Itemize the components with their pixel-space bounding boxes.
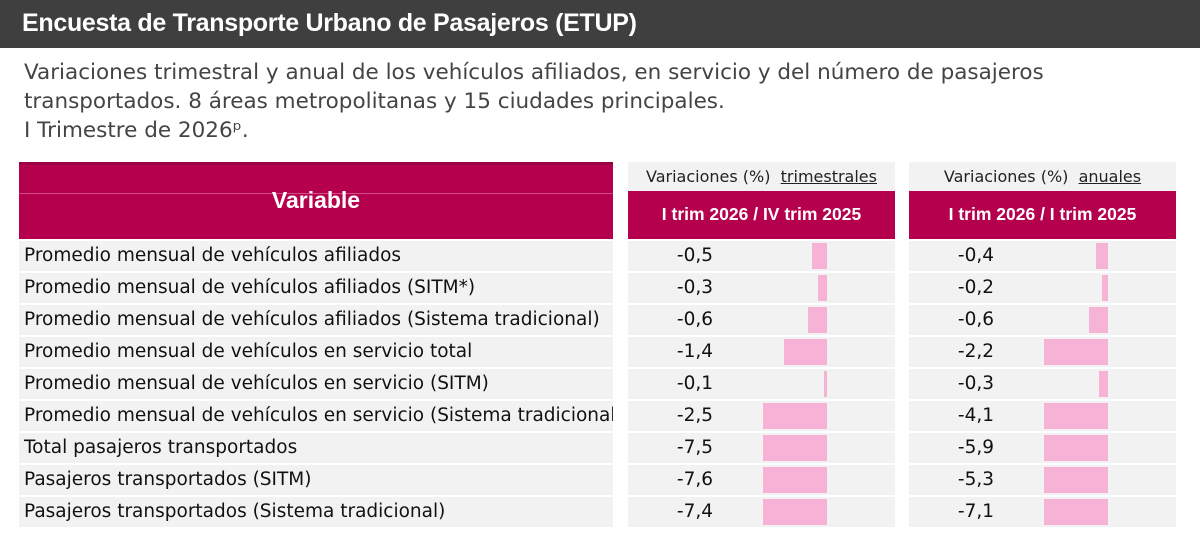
annual-bar — [1044, 467, 1108, 493]
table-row: Promedio mensual de vehículos afiliados -… — [0, 240, 1200, 272]
subtitle-line-2: transportados. 8 áreas metropolitanas y … — [24, 89, 725, 114]
quarterly-bar — [783, 339, 827, 365]
quarterly-value: -7,4 — [676, 501, 713, 522]
quarterly-bar — [811, 243, 827, 269]
col1-caption: Variaciones (%) trimestrales — [628, 162, 895, 191]
annual-bar — [1089, 307, 1108, 333]
subtitle-line-3: I Trimestre de 2026ᵖ. — [24, 118, 249, 143]
annual-cell: -2,2 — [909, 337, 1176, 367]
quarterly-bar — [817, 275, 827, 301]
quarterly-bar — [763, 467, 827, 493]
annual-cell: -7,1 — [909, 497, 1176, 527]
col1-caption-prefix: Variaciones (%) — [646, 167, 771, 186]
annual-bar — [1044, 499, 1108, 525]
col2-header: I trim 2026 / I trim 2025 — [909, 191, 1176, 239]
annual-bar — [1098, 371, 1108, 397]
quarterly-bar — [823, 371, 827, 397]
annual-cell: -0,4 — [909, 241, 1176, 271]
annual-value: -0,3 — [957, 373, 994, 394]
row-label: Promedio mensual de vehículos afiliados … — [19, 273, 613, 303]
row-label: Promedio mensual de vehículos en servici… — [19, 337, 613, 367]
quarterly-cell: -0,5 — [628, 241, 895, 271]
chart-subtitle: Variaciones trimestral y anual de los ve… — [24, 58, 1184, 145]
col1-caption-emph: trimestrales — [780, 167, 877, 186]
quarterly-bar — [763, 403, 827, 429]
row-label: Pasajeros transportados (SITM) — [19, 465, 613, 495]
quarterly-value: -1,4 — [676, 341, 713, 362]
quarterly-value: -2,5 — [676, 405, 713, 426]
annual-bar — [1044, 435, 1108, 461]
quarterly-value: -7,5 — [676, 437, 713, 458]
quarterly-cell: -7,5 — [628, 433, 895, 463]
row-label: Total pasajeros transportados — [19, 433, 613, 463]
annual-value: -0,6 — [957, 309, 994, 330]
table-row: Total pasajeros transportados -7,5 -5,9 — [0, 432, 1200, 464]
row-label: Promedio mensual de vehículos afiliados — [19, 241, 613, 271]
variable-header: Variable — [19, 162, 613, 239]
annual-value: -4,1 — [957, 405, 994, 426]
col2-caption-prefix: Variaciones (%) — [943, 167, 1069, 186]
annual-bar — [1095, 243, 1108, 269]
table-row: Promedio mensual de vehículos en servici… — [0, 368, 1200, 400]
quarterly-value: -0,1 — [676, 373, 713, 394]
annual-cell: -0,2 — [909, 273, 1176, 303]
header-divider — [19, 193, 613, 194]
col1-header: I trim 2026 / IV trim 2025 — [628, 191, 895, 239]
title-bar: Encuesta de Transporte Urbano de Pasajer… — [0, 0, 1200, 48]
annual-cell: -0,3 — [909, 369, 1176, 399]
table-row: Pasajeros transportados (SITM) -7,6 -5,3 — [0, 464, 1200, 496]
row-label: Pasajeros transportados (Sistema tradici… — [19, 497, 613, 527]
quarterly-value: -0,3 — [676, 277, 713, 298]
page-title: Encuesta de Transporte Urbano de Pasajer… — [22, 9, 637, 37]
row-label: Promedio mensual de vehículos afiliados … — [19, 305, 613, 335]
row-label: Promedio mensual de vehículos en servici… — [19, 369, 613, 399]
table-row: Promedio mensual de vehículos en servici… — [0, 336, 1200, 368]
annual-value: -0,4 — [957, 245, 994, 266]
quarterly-cell: -0,3 — [628, 273, 895, 303]
table-row: Promedio mensual de vehículos afiliados … — [0, 304, 1200, 336]
row-label: Promedio mensual de vehículos en servici… — [19, 401, 613, 431]
quarterly-cell: -2,5 — [628, 401, 895, 431]
annual-cell: -0,6 — [909, 305, 1176, 335]
annual-value: -5,3 — [957, 469, 994, 490]
quarterly-cell: -0,6 — [628, 305, 895, 335]
annual-cell: -5,9 — [909, 433, 1176, 463]
quarterly-value: -0,6 — [676, 309, 713, 330]
table-row: Promedio mensual de vehículos en servici… — [0, 400, 1200, 432]
annual-value: -5,9 — [957, 437, 994, 458]
annual-bar — [1101, 275, 1108, 301]
table-row: Pasajeros transportados (Sistema tradici… — [0, 496, 1200, 528]
quarterly-value: -0,5 — [676, 245, 713, 266]
annual-value: -0,2 — [957, 277, 994, 298]
quarterly-cell: -0,1 — [628, 369, 895, 399]
variable-header-label: Variable — [271, 187, 361, 213]
quarterly-cell: -7,6 — [628, 465, 895, 495]
quarterly-cell: -1,4 — [628, 337, 895, 367]
quarterly-cell: -7,4 — [628, 497, 895, 527]
quarterly-bar — [763, 435, 827, 461]
annual-value: -2,2 — [957, 341, 994, 362]
annual-bar — [1044, 403, 1108, 429]
annual-cell: -5,3 — [909, 465, 1176, 495]
subtitle-line-1: Variaciones trimestral y anual de los ve… — [24, 60, 1044, 85]
quarterly-value: -7,6 — [676, 469, 713, 490]
annual-value: -7,1 — [957, 501, 994, 522]
annual-cell: -4,1 — [909, 401, 1176, 431]
quarterly-bar — [763, 499, 827, 525]
col2-caption-emph: anuales — [1078, 167, 1142, 186]
annual-bar — [1044, 339, 1108, 365]
quarterly-bar — [808, 307, 827, 333]
col2-caption: Variaciones (%) anuales — [909, 162, 1176, 191]
table-row: Promedio mensual de vehículos afiliados … — [0, 272, 1200, 304]
